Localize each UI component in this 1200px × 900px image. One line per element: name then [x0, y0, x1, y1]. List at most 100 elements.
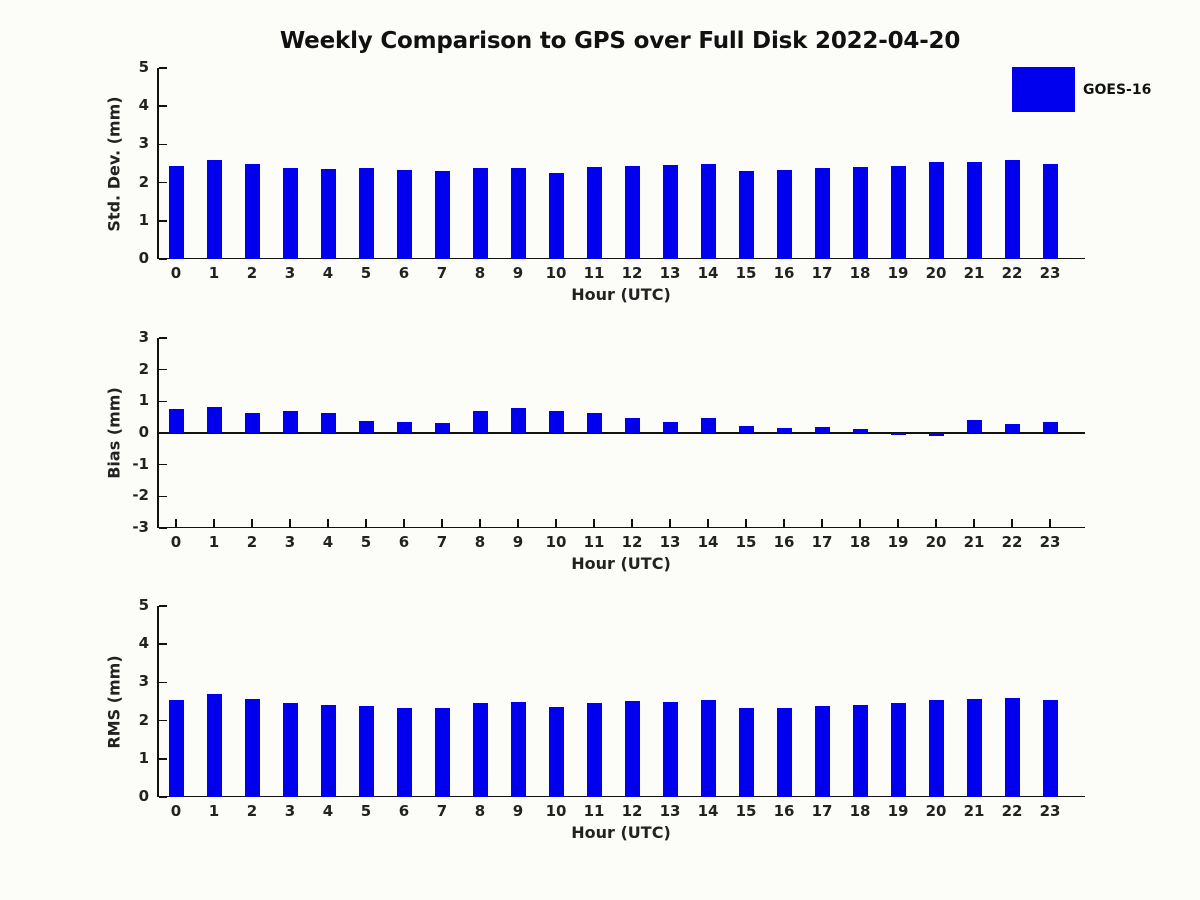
bar-hour-19: [890, 433, 906, 435]
x-tick-label: 10: [545, 264, 567, 282]
y-tick-label: 1: [138, 748, 149, 767]
bar-hour-13: [662, 165, 678, 259]
x-tick-label: 0: [170, 802, 182, 820]
bar-hour-5: [358, 168, 374, 259]
x-tick: [365, 518, 367, 527]
y-tick: [158, 463, 167, 466]
bar-hour-14: [700, 699, 716, 797]
x-tick-label: 12: [621, 802, 643, 820]
y-tick-label: 5: [138, 596, 149, 614]
bar-hour-5: [358, 420, 374, 433]
bar-hour-21: [966, 698, 982, 797]
bar-hour-8: [472, 410, 488, 433]
x-tick-label: 17: [811, 264, 833, 282]
x-tick: [821, 518, 823, 527]
x-tick: [631, 518, 633, 527]
x-tick-label: 13: [659, 802, 681, 820]
bar-hour-14: [700, 417, 716, 433]
y-tick-label: 5: [138, 58, 149, 76]
x-tick-label: 1: [208, 802, 220, 820]
x-tick-label: 14: [697, 533, 719, 551]
legend-series-label: GOES-16: [1083, 81, 1152, 98]
x-tick-label: 1: [208, 533, 220, 551]
y-tick-label: 4: [138, 96, 149, 115]
bar-hour-13: [662, 701, 678, 797]
bar-hour-8: [472, 168, 488, 259]
y-tick: [158, 143, 167, 146]
x-tick-label: 16: [773, 264, 795, 282]
x-tick-label: 1: [208, 264, 220, 282]
x-tick-label: 4: [322, 264, 334, 282]
y-tick: [158, 796, 167, 798]
bar-hour-17: [814, 168, 830, 259]
y-tick: [158, 758, 167, 760]
x-tick-label: 23: [1039, 533, 1061, 551]
x-tick-label: 22: [1001, 264, 1023, 282]
y-tick: [158, 105, 167, 107]
bar-hour-12: [624, 417, 640, 433]
x-tick-label: 14: [697, 802, 719, 820]
x-tick: [175, 518, 177, 527]
bar-hour-1: [206, 693, 222, 797]
x-tick: [251, 518, 253, 527]
bar-hour-11: [586, 702, 602, 797]
bar-hour-6: [396, 707, 412, 797]
y-tick: [158, 495, 167, 498]
x-tick-label: 21: [963, 802, 985, 820]
bias-chart-panel: 3 2 1 0 -1 -2 -3 0 1 2 3 4 5 6 7 8 9 10 11 12 13 14 15 16 17 18 19…: [105, 330, 1085, 573]
x-tick-label: 15: [735, 264, 757, 282]
x-tick: [935, 518, 937, 527]
x-tick: [897, 518, 899, 527]
x-tick-label: 14: [697, 264, 719, 282]
bar-hour-15: [738, 425, 754, 433]
x-tick-label: 16: [773, 802, 795, 820]
x-axis-spine: [157, 795, 1085, 797]
chart-title: Weekly Comparison to GPS over Full Disk …: [279, 28, 961, 54]
x-tick-label: 6: [398, 264, 410, 282]
y-tick-label: 0: [138, 787, 149, 805]
x-tick-label: 15: [735, 802, 757, 820]
bar-hour-21: [966, 419, 982, 433]
x-tick-label: 17: [811, 533, 833, 551]
x-tick-label: 3: [284, 264, 296, 282]
legend-color-swatch: [1012, 67, 1075, 112]
y-tick: [158, 368, 167, 371]
bar-hour-5: [358, 706, 374, 797]
y-tick-label: 3: [138, 134, 149, 153]
bar-hour-11: [586, 412, 602, 433]
x-tick-label: 18: [849, 533, 871, 551]
x-tick-label: 21: [963, 264, 985, 282]
y-tick-label: 1: [138, 391, 149, 410]
x-tick: [973, 518, 975, 527]
x-axis-spine: [157, 257, 1085, 259]
x-tick-label: 9: [512, 802, 524, 820]
y-tick-label: 2: [138, 359, 149, 378]
x-tick-label: 2: [246, 533, 258, 551]
x-tick-label: 19: [887, 264, 909, 282]
bar-hour-18: [852, 704, 868, 797]
bar-hour-3: [282, 410, 298, 433]
x-tick: [707, 518, 709, 527]
x-tick-label: 21: [963, 533, 985, 551]
y-tick: [158, 181, 167, 184]
bar-hour-3: [282, 168, 298, 259]
x-tick: [745, 518, 747, 527]
x-tick-label: 2: [246, 264, 258, 282]
bar-hour-1: [206, 160, 222, 259]
x-tick-label: 5: [360, 802, 372, 820]
x-tick: [327, 518, 329, 527]
y-axis-spine: [157, 606, 159, 797]
bar-hour-18: [852, 428, 868, 433]
x-tick-label: 18: [849, 264, 871, 282]
bar-hour-19: [890, 165, 906, 259]
y-axis-label: RMS (mm): [104, 654, 124, 749]
bar-hour-23: [1042, 421, 1058, 433]
x-axis-label: Hour (UTC): [571, 823, 671, 842]
x-tick-label: 8: [474, 802, 486, 820]
x-tick: [403, 518, 405, 527]
bar-hour-10: [548, 410, 564, 433]
bar-hour-17: [814, 706, 830, 797]
y-tick: [158, 681, 167, 684]
x-tick-label: 9: [512, 264, 524, 282]
